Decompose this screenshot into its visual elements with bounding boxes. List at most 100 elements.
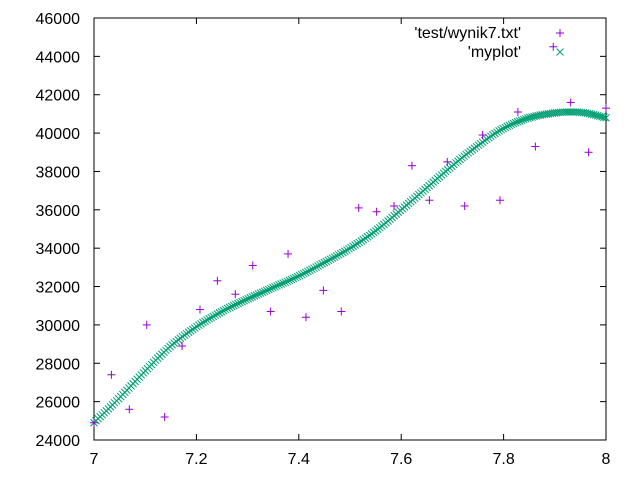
curve-point: [199, 318, 207, 327]
curve-point: [207, 313, 216, 322]
curve-point: [242, 295, 251, 304]
curve-point: [293, 272, 302, 281]
data-point: [337, 307, 346, 316]
y-tick-label: 42000: [36, 88, 81, 105]
curve-point: [343, 246, 351, 254]
y-tick-label: 24000: [36, 433, 81, 450]
curve-point: [353, 239, 362, 248]
curve-point: [511, 118, 520, 127]
curve-point: [271, 282, 279, 291]
curve-point: [205, 314, 214, 323]
curve-point: [197, 319, 205, 328]
data-point: [178, 342, 187, 351]
curve-point: [240, 296, 248, 305]
curve-point: [258, 288, 267, 297]
curve-point: [341, 247, 349, 256]
y-tick-label: 36000: [36, 203, 81, 220]
curve-point: [209, 312, 218, 321]
x-tick-label: 8: [602, 451, 611, 468]
curve-point: [285, 276, 294, 285]
curve-point: [301, 268, 310, 277]
data-point: [213, 276, 222, 285]
data-point: [284, 249, 293, 258]
curve-point: [291, 273, 300, 282]
data-point: [566, 98, 575, 107]
data-point: [372, 207, 381, 216]
curve-point: [318, 259, 327, 268]
curve-point: [246, 293, 255, 302]
curve-point: [217, 307, 226, 316]
curve-point: [275, 281, 283, 289]
y-tick-label: 26000: [36, 395, 81, 412]
curve-point: [308, 265, 316, 274]
curve-point: [289, 274, 298, 283]
curve-point: [513, 117, 522, 126]
series-myplot: [90, 108, 610, 427]
curve-point: [507, 120, 516, 129]
curve-point: [515, 117, 524, 125]
curve-point: [351, 241, 359, 249]
curve-point: [332, 252, 341, 260]
curve-point: [303, 267, 312, 276]
curve-point: [495, 127, 503, 135]
curve-point: [336, 249, 345, 258]
data-point: [195, 305, 204, 314]
data-point: [160, 412, 169, 421]
data-point: [513, 107, 522, 116]
curve-point: [312, 263, 320, 271]
curve-point: [269, 283, 277, 292]
curve-point: [501, 123, 510, 132]
curve-point: [519, 115, 528, 124]
data-point: [107, 370, 116, 379]
data-point: [90, 418, 98, 427]
legend-label-wynik7: 'test/wynik7.txt': [414, 25, 521, 42]
curve-point: [521, 114, 530, 123]
curve-point: [349, 242, 357, 251]
curve-point: [283, 277, 292, 286]
curve-point: [213, 310, 222, 318]
curve-point: [262, 286, 271, 295]
curve-point: [503, 122, 512, 131]
curve-point: [195, 321, 203, 330]
curve-point: [244, 294, 253, 303]
curve-point: [221, 305, 230, 314]
curve-point: [505, 121, 514, 130]
curve-point: [297, 270, 306, 279]
curve-point: [250, 292, 259, 300]
curve-point: [322, 257, 331, 266]
data-point: [390, 201, 399, 210]
axes: 7 7.2 7.4 7.6 7.8 8 24000 26000 28000 30000 32000 3…: [36, 11, 611, 468]
curve-point: [324, 256, 333, 265]
data-point: [549, 42, 558, 51]
data-point: [231, 290, 240, 299]
curve-point: [602, 113, 610, 122]
curve-point: [234, 299, 242, 308]
curve-point: [295, 271, 304, 280]
series-wynik7: [90, 42, 610, 427]
x-tick-label: 7.4: [288, 451, 310, 468]
y-tick-label: 30000: [36, 318, 81, 335]
curve-point: [248, 292, 257, 301]
data-point: [443, 157, 452, 166]
curve-point: [215, 309, 224, 317]
data-point: [584, 148, 593, 157]
curve-point: [266, 284, 275, 293]
data-point: [266, 307, 275, 316]
curve-point: [600, 113, 608, 122]
curve-point: [509, 119, 518, 128]
data-point: [354, 203, 363, 212]
data-point: [301, 313, 310, 322]
curve-point: [310, 264, 318, 273]
curve-point: [517, 116, 526, 125]
curve-point: [236, 298, 244, 307]
x-tick-label: 7.6: [390, 451, 412, 468]
curve-point: [320, 258, 329, 267]
curve-point: [347, 243, 355, 252]
curve-point: [232, 300, 240, 309]
data-point: [460, 201, 469, 210]
curve-point: [287, 275, 296, 284]
data-point: [531, 142, 540, 151]
curve-point: [254, 290, 263, 298]
curve-point: [338, 248, 347, 257]
data-point: [478, 131, 487, 140]
